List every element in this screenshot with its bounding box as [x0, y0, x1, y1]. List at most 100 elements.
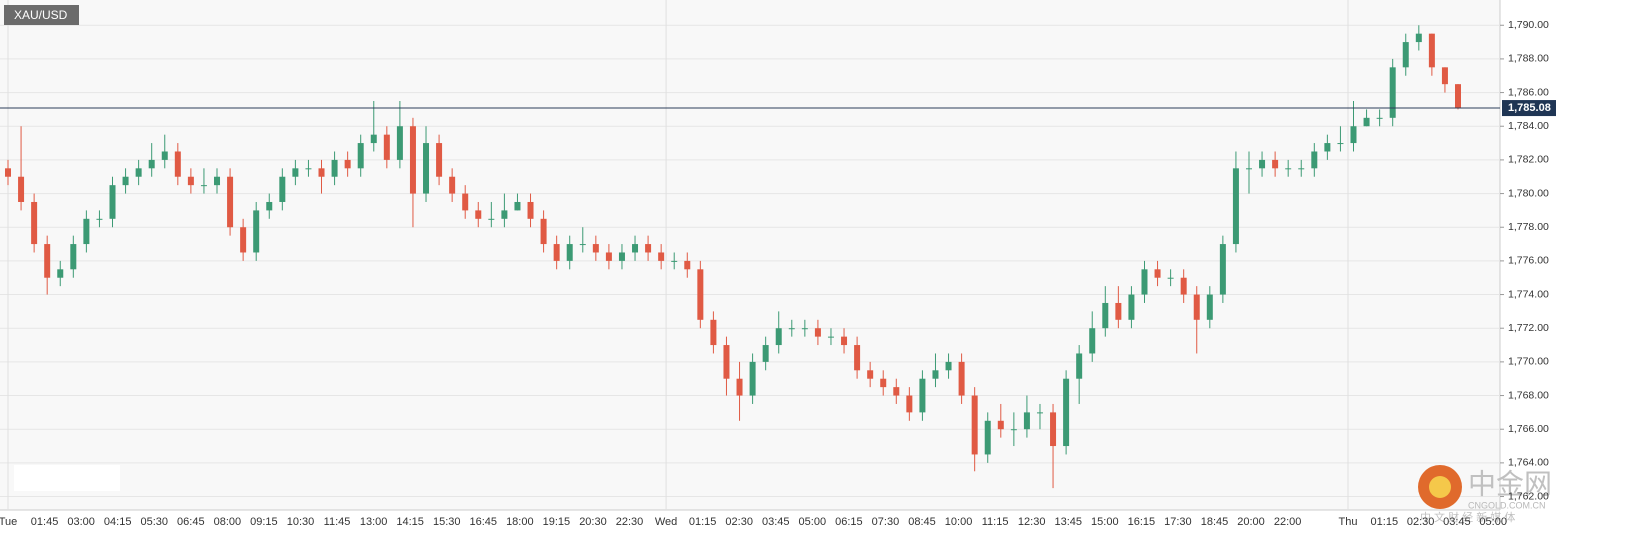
x-tick-label: 13:45	[1054, 516, 1082, 528]
candle-body	[645, 244, 652, 253]
candle-body	[1272, 159, 1279, 169]
candle-body	[240, 227, 247, 253]
candle-body	[1232, 168, 1239, 245]
x-tick-label: 16:15	[1128, 516, 1156, 528]
candle-body	[527, 201, 534, 219]
x-tick-label: 22:30	[616, 516, 644, 528]
candle-body	[396, 126, 403, 160]
candle-body	[1402, 42, 1409, 68]
x-tick-label: 03:45	[1443, 516, 1471, 528]
candle-body	[880, 378, 887, 388]
candle-body	[266, 201, 273, 211]
watermark-slogan: 中 文 财 经 新 媒 体	[1420, 510, 1515, 524]
candle-body	[697, 269, 704, 320]
candle-body	[449, 176, 456, 194]
x-tick-label: 11:15	[982, 516, 1009, 528]
x-tick-label: Thu	[1339, 516, 1358, 528]
y-tick-label: 1,790.00	[1508, 19, 1549, 31]
x-tick-label: 16:45	[470, 516, 498, 528]
x-tick-label: 18:00	[506, 516, 534, 528]
candle-body	[1167, 277, 1174, 279]
candle-body	[906, 395, 913, 413]
candle-body	[357, 143, 364, 169]
candle-body	[1089, 328, 1096, 354]
candle-body	[919, 378, 926, 413]
candle-body	[1363, 117, 1370, 127]
candle-body	[1337, 143, 1344, 145]
candle-body	[1115, 302, 1122, 320]
x-tick-label: Tue	[0, 516, 17, 528]
candle-body	[841, 336, 848, 346]
candle-body	[1102, 302, 1109, 329]
x-tick-label: 05:30	[140, 516, 168, 528]
candle-body	[984, 420, 991, 455]
candle-body	[1076, 353, 1083, 379]
y-tick-label: 1,772.00	[1508, 322, 1549, 334]
candle-body	[57, 269, 64, 278]
candle-body	[174, 151, 181, 177]
candle-body	[344, 159, 351, 169]
y-tick-label: 1,786.00	[1508, 86, 1549, 98]
candle-body	[736, 378, 743, 396]
candle-body	[605, 252, 612, 261]
candle-body	[1141, 269, 1148, 295]
candle-body	[1441, 67, 1448, 85]
candle-body	[997, 420, 1004, 430]
symbol-badge	[4, 5, 79, 25]
candle-body	[187, 176, 194, 186]
x-tick-label: 10:00	[945, 516, 973, 528]
candle-body	[227, 176, 234, 228]
candle-body	[423, 143, 430, 194]
candle-body	[1324, 143, 1331, 152]
y-tick-label: 1,770.00	[1508, 356, 1549, 368]
x-tick-label: 05:00	[1479, 516, 1507, 528]
candle-body	[684, 260, 691, 270]
candle-body	[488, 218, 495, 220]
candle-body	[566, 244, 573, 261]
x-tick-label: 09:15	[250, 516, 278, 528]
candle-body	[1036, 412, 1043, 414]
x-tick-label: 05:00	[799, 516, 827, 528]
candle-body	[801, 328, 808, 330]
x-tick-label: 06:15	[835, 516, 863, 528]
candle-body	[1415, 33, 1422, 43]
candle-body	[135, 168, 142, 177]
x-tick-label: 02:30	[1407, 516, 1435, 528]
candle-body	[1428, 33, 1435, 68]
candle-body	[932, 370, 939, 379]
candle-body	[945, 361, 952, 371]
candle-body	[514, 201, 521, 211]
candle-body	[292, 168, 299, 177]
x-tick-label: 15:30	[433, 516, 461, 528]
x-tick-label: 08:00	[214, 516, 242, 528]
candle-body	[1206, 294, 1213, 320]
x-tick-label: 03:45	[762, 516, 790, 528]
symbol-label: XAU/USD	[14, 8, 68, 22]
candle-body	[1350, 126, 1357, 144]
x-tick-label: 22:00	[1274, 516, 1302, 528]
candle-body	[462, 193, 469, 211]
candle-body	[671, 260, 678, 262]
candle-body	[579, 244, 586, 246]
candle-body	[553, 244, 560, 261]
candle-body	[1128, 294, 1135, 320]
candle-body	[867, 370, 874, 379]
candle-body	[44, 244, 51, 278]
x-tick-label: 12:30	[1018, 516, 1046, 528]
candle-body	[1298, 168, 1305, 170]
x-tick-label: 11:45	[324, 516, 351, 528]
candle-body	[814, 328, 821, 337]
candle-body	[409, 126, 416, 194]
x-tick-label: 20:00	[1237, 516, 1265, 528]
candle-body	[5, 168, 11, 177]
x-tick-label: 10:30	[287, 516, 315, 528]
candle-body	[749, 361, 756, 396]
x-tick-label: 20:30	[579, 516, 607, 528]
x-tick-label: 08:45	[908, 516, 936, 528]
y-tick-label: 1,766.00	[1508, 423, 1549, 435]
candle-body	[83, 218, 90, 245]
candle-body	[1193, 294, 1200, 320]
candle-body	[383, 134, 390, 160]
candle-body	[1023, 412, 1030, 430]
